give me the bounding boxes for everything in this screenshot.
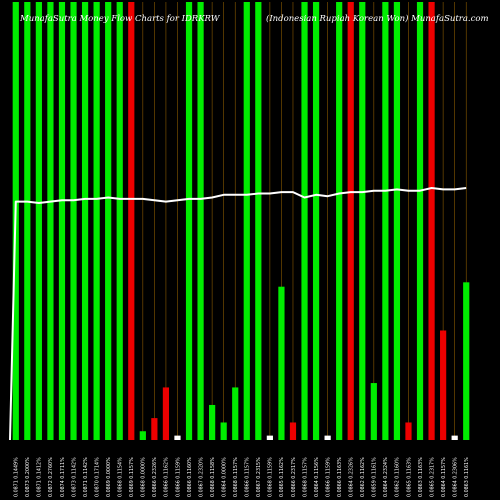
volume-bar bbox=[128, 2, 135, 440]
volume-bar bbox=[139, 431, 146, 440]
volume-bar bbox=[382, 2, 389, 440]
x-tick-label: 0.0862 0.1162% bbox=[360, 457, 366, 497]
volume-bar bbox=[162, 387, 170, 440]
volume-bar bbox=[116, 2, 123, 440]
volume-bar bbox=[105, 2, 112, 440]
x-tick-label: 0.0868 0.1154% bbox=[118, 457, 124, 497]
x-tick-label: 0.0871 0.1412% bbox=[37, 457, 43, 497]
x-tick-label: 0.0872 0.2760% bbox=[48, 457, 54, 497]
x-tick-label: 0.0866 0.1160% bbox=[187, 457, 193, 497]
volume-bar bbox=[301, 2, 308, 440]
x-tick-label: 0.0874 0.1711% bbox=[60, 457, 66, 497]
x-tick-label: 0.0862 0.1160% bbox=[395, 457, 401, 497]
volume-bar bbox=[93, 2, 100, 440]
x-tick-label: 0.0864 0.1157% bbox=[441, 457, 447, 497]
x-tick-label: 0.0871 0.1142% bbox=[83, 457, 89, 497]
x-tick-label: 0.0864 0.2324% bbox=[383, 457, 389, 497]
volume-bars bbox=[12, 2, 470, 440]
x-tick-label: 0.0859 0.1161% bbox=[372, 457, 378, 497]
x-tick-label: 0.0867 0.2315% bbox=[256, 457, 262, 497]
volume-bar bbox=[405, 422, 412, 440]
x-tick-label: 0.0873 0.2000% bbox=[25, 457, 31, 497]
x-tick-labels: 0.0871 0.1449% 0.0873 0.2000% 0.0871 0.141… bbox=[14, 457, 470, 497]
x-tick-label: 0.0864 0.0000% bbox=[221, 457, 227, 497]
volume-bar bbox=[463, 282, 470, 440]
volume-bar bbox=[197, 2, 204, 440]
x-tick-label: 0.0868 0.1157% bbox=[233, 457, 239, 497]
x-tick-label: 0.0867 0.2320% bbox=[198, 457, 204, 497]
x-tick-label: 0.0868 0.0000% bbox=[141, 457, 147, 497]
volume-bar bbox=[359, 2, 366, 440]
volume-bar bbox=[324, 435, 331, 440]
volume-bar bbox=[47, 2, 54, 440]
x-tick-label: 0.0864 0.2306% bbox=[452, 457, 458, 497]
volume-bar bbox=[209, 404, 216, 440]
x-tick-label: 0.0873 0.1142% bbox=[71, 457, 77, 497]
x-tick-label: 0.0866 0.2317% bbox=[291, 457, 297, 497]
volume-bar bbox=[370, 383, 377, 440]
volume-bar bbox=[312, 2, 320, 440]
x-tick-label: 0.0866 0.1162% bbox=[164, 457, 170, 497]
volume-bar bbox=[220, 422, 227, 440]
volume-bar bbox=[81, 2, 89, 440]
chart-subtitle: (Indonesian Rupiah Korean Won) MunafaSut… bbox=[266, 13, 489, 24]
x-tick-label: 0.0863 0.1163% bbox=[418, 457, 424, 497]
x-tick-label: 0.0864 0.2326% bbox=[349, 457, 355, 497]
volume-bar bbox=[440, 330, 447, 440]
x-tick-label: 0.0869 0.1157% bbox=[129, 457, 135, 497]
volume-bar bbox=[451, 435, 458, 440]
x-tick-label: 0.0870 0.1714% bbox=[94, 457, 100, 497]
chart-title: MunafaSutra Money Flow Charts for IDRKRW bbox=[19, 14, 221, 24]
x-tick-label: 0.0868 0.1159% bbox=[268, 457, 274, 497]
x-tick-label: 0.0866 0.1159% bbox=[325, 457, 331, 497]
price-line bbox=[9, 187, 467, 441]
volume-bar bbox=[58, 2, 66, 440]
x-tick-label: 0.0865 0.1162% bbox=[279, 457, 285, 497]
x-tick-label: 0.0871 0.1449% bbox=[14, 457, 20, 497]
x-tick-label: 0.0865 0.1163% bbox=[406, 457, 412, 497]
volume-bar bbox=[232, 387, 239, 440]
price-line-layer bbox=[9, 187, 467, 441]
volume-bar bbox=[278, 286, 285, 440]
volume-bar bbox=[24, 2, 31, 440]
volume-bar bbox=[289, 422, 297, 440]
x-tick-label: 0.0868 0.1157% bbox=[302, 457, 308, 497]
volume-bar bbox=[35, 2, 42, 440]
volume-bar bbox=[70, 2, 77, 440]
volume-bar bbox=[347, 2, 354, 440]
volume-bar bbox=[185, 2, 193, 440]
x-tick-label: 0.0866 0.1159% bbox=[175, 457, 181, 497]
volume-bar bbox=[428, 2, 435, 440]
volume-bar bbox=[255, 2, 262, 440]
x-tick-label: 0.0866 0.1163% bbox=[337, 457, 343, 497]
volume-bar bbox=[393, 2, 401, 440]
x-tick-label: 0.0863 0.1161% bbox=[464, 457, 470, 497]
x-tick-label: 0.0869 0.0000% bbox=[106, 457, 112, 497]
volume-bar bbox=[174, 435, 181, 440]
volume-bar bbox=[243, 2, 250, 440]
volume-bar bbox=[416, 2, 424, 440]
x-tick-label: 0.0865 0.2317% bbox=[429, 457, 435, 497]
x-tick-label: 0.0866 0.2326% bbox=[152, 457, 158, 497]
x-tick-label: 0.0864 0.1156% bbox=[314, 457, 320, 497]
x-tick-label: 0.0866 0.1157% bbox=[245, 457, 251, 497]
x-tick-label: 0.0868 0.1158% bbox=[210, 457, 216, 497]
volume-bar bbox=[336, 2, 343, 440]
volume-bar bbox=[266, 435, 273, 440]
volume-bar bbox=[151, 418, 158, 440]
